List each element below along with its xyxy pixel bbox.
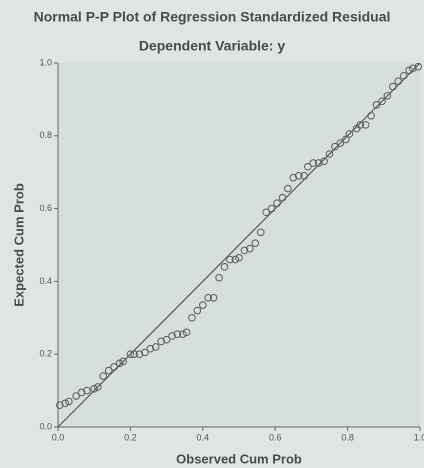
x-tick-label: 0.2: [124, 432, 137, 442]
x-tick-label: 0.6: [269, 432, 282, 442]
y-tick-label: 1.0: [39, 57, 52, 67]
y-tick-label: 0.8: [39, 130, 52, 140]
y-tick-label: 0.2: [39, 349, 52, 359]
chart-subtitle: Dependent Variable: y: [139, 38, 285, 54]
y-tick-label: 0.6: [39, 203, 52, 213]
x-tick-label: 0.0: [52, 432, 65, 442]
x-tick-label: 1.0: [414, 432, 424, 442]
y-tick-label: 0.4: [39, 276, 52, 286]
x-tick-label: 0.8: [341, 432, 354, 442]
chart: Normal P-P Plot of Regression Standardiz…: [0, 0, 424, 468]
x-tick-label: 0.4: [197, 432, 210, 442]
x-axis-label: Observed Cum Prob: [176, 451, 302, 466]
chart-title: Normal P-P Plot of Regression Standardiz…: [34, 9, 391, 25]
y-axis-label: Expected Cum Prob: [11, 183, 26, 307]
y-tick-label: 0.0: [39, 421, 52, 431]
